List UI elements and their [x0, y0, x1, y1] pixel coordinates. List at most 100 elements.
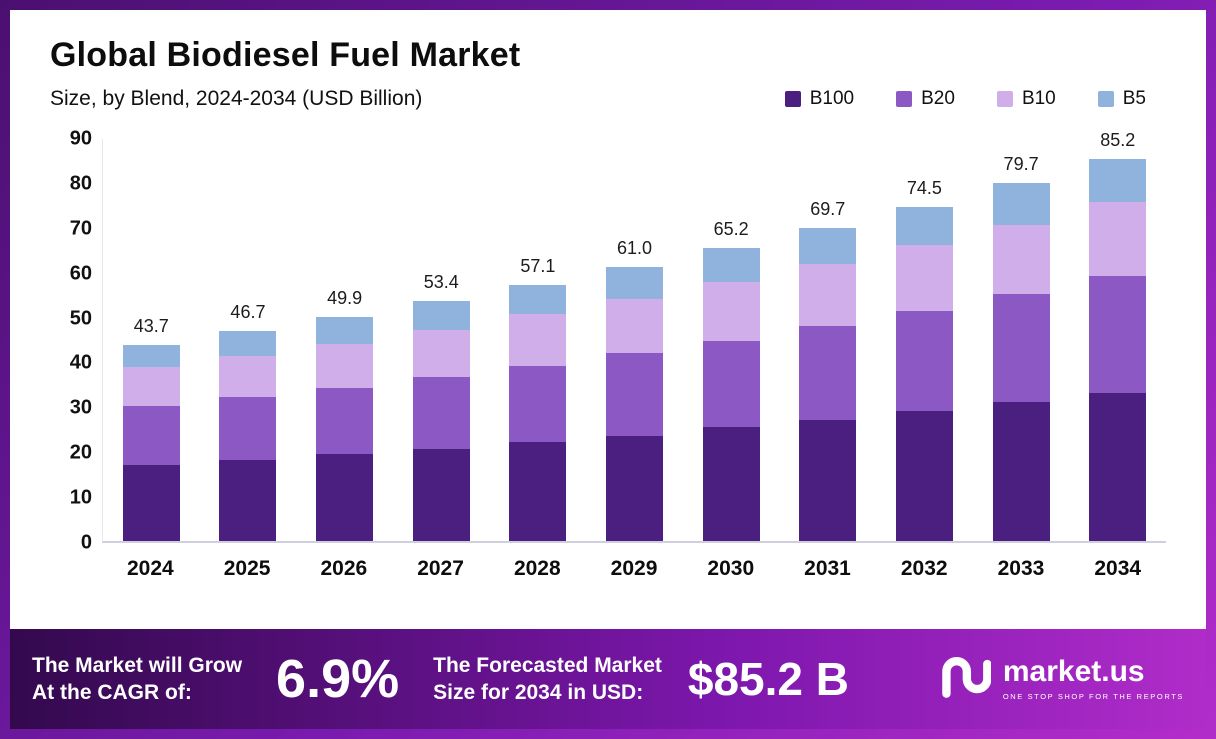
bar-segment-b10: [219, 356, 277, 398]
bar-group-2032: 74.5: [876, 139, 973, 541]
bar-total-label: 57.1: [520, 255, 556, 276]
bar-total-label: 79.7: [1003, 154, 1039, 175]
bar-group-2026: 49.9: [296, 139, 393, 541]
bar-segment-b100: [799, 419, 857, 541]
bar-segment-b5: [219, 331, 277, 357]
bar-segment-b20: [509, 365, 567, 443]
legend-item-b100: B100: [784, 88, 854, 110]
x-tick-label-2032: 2032: [900, 557, 948, 580]
brand-block: market.us ONE STOP SHOP FOR THE REPORTS: [939, 651, 1184, 708]
bar-group-2028: 57.1: [490, 139, 587, 541]
bar-segment-b100: [992, 401, 1050, 541]
bar-segment-b10: [316, 343, 374, 388]
bar-segment-b5: [895, 206, 953, 245]
cagr-label-line2: At the CAGR of:: [32, 681, 192, 704]
bar-segment-b10: [606, 298, 664, 353]
bar-segment-b100: [316, 454, 374, 541]
bar-segment-b10: [1089, 202, 1147, 277]
y-axis: 0 10 20 30 40 50 60 70 80 90: [50, 128, 102, 554]
bar-segment-b10: [509, 314, 567, 366]
bar-segment-b20: [799, 325, 857, 420]
bar-group-2024: 43.7: [103, 139, 200, 541]
bar-segment-b20: [122, 406, 180, 465]
cagr-value: 6.9%: [276, 649, 400, 709]
legend: B100 B20 B10 B5: [784, 88, 1166, 110]
y-tick-label: 60: [69, 262, 92, 285]
bar-segment-b100: [702, 427, 760, 541]
cagr-label-line1: The Market will Grow: [32, 653, 243, 677]
page-title: Global Biodiesel Fuel Market: [50, 36, 521, 74]
bar-stack: [895, 206, 953, 541]
bar-stack: [122, 344, 180, 541]
chart-card: Global Biodiesel Fuel Market Size, by Bl…: [10, 10, 1206, 629]
plot-area: 43.7 46.7 49.9 53.4 57.1 61.0 65.2 69.7 74.5 79.7…: [102, 130, 1166, 543]
bar-total-label: 74.5: [906, 177, 942, 198]
x-tick-label-2030: 2030: [707, 557, 755, 580]
bar-total-label: 46.7: [230, 302, 266, 323]
legend-swatch: [896, 91, 913, 107]
bar-segment-b20: [895, 310, 953, 411]
x-tick-label-2028: 2028: [513, 557, 561, 580]
forecast-label-line1: The Forecasted Market: [433, 653, 662, 677]
bar-stack: [606, 267, 664, 541]
bar-segment-b100: [1089, 392, 1147, 541]
legend-swatch: [996, 91, 1013, 107]
bar-total-label: 43.7: [133, 315, 169, 336]
subtitle-row: Size, by Blend, 2024-2034 (USD Billion) …: [50, 87, 1166, 111]
bar-total-label: 61.0: [616, 238, 653, 259]
bar-segment-b20: [412, 377, 470, 449]
bar-segment-b5: [412, 301, 470, 331]
bar-total-label: 53.4: [423, 272, 459, 293]
bar-segment-b100: [606, 435, 664, 541]
bar-segment-b5: [702, 248, 760, 282]
legend-item-b10: B10: [996, 88, 1056, 110]
brand-name: market.us: [1002, 655, 1145, 688]
cagr-label: The Market will Grow At the CAGR of:: [32, 652, 242, 707]
bar-segment-b10: [122, 367, 180, 407]
bar-segment-b5: [316, 317, 374, 344]
bar-stack: [509, 284, 567, 541]
bar-segment-b100: [509, 442, 567, 541]
legend-swatch: [784, 91, 801, 107]
bar-total-label: 85.2: [1100, 129, 1136, 150]
y-tick-label: 40: [69, 351, 92, 374]
legend-label: B20: [921, 88, 955, 109]
y-tick-label: 90: [69, 127, 92, 150]
forecast-label-line2: Size for 2034 in USD:: [433, 681, 644, 704]
bar-total-label: 65.2: [713, 219, 749, 240]
bar-group-2029: 61.0: [586, 139, 683, 541]
y-tick-label: 50: [69, 307, 92, 330]
bar-total-label: 69.7: [810, 199, 846, 220]
legend-label: B5: [1122, 88, 1146, 109]
bar-segment-b5: [799, 228, 857, 264]
bar-segment-b100: [412, 448, 470, 541]
bar-segment-b5: [509, 284, 567, 315]
x-tick-label-2031: 2031: [804, 557, 851, 580]
bar-group-2027: 53.4: [393, 139, 490, 541]
bar-segment-b20: [316, 387, 374, 455]
bar-segment-b10: [895, 244, 953, 311]
y-tick-label: 10: [69, 486, 92, 509]
y-tick-label: 0: [80, 531, 92, 554]
bar-segment-b10: [992, 224, 1050, 295]
bar-segment-b20: [219, 397, 277, 461]
bar-group-2025: 46.7: [200, 139, 297, 541]
bar-segment-b10: [799, 263, 857, 326]
bar-segment-b100: [895, 410, 953, 541]
y-tick-label: 80: [69, 172, 92, 195]
y-tick-label: 70: [69, 217, 92, 240]
x-tick-label-2033: 2033: [997, 557, 1045, 580]
legend-item-b5: B5: [1097, 88, 1146, 110]
bar-stack: [992, 183, 1050, 541]
forecast-label: The Forecasted Market Size for 2034 in U…: [433, 652, 662, 707]
legend-label: B10: [1021, 88, 1056, 109]
bar-stack: [316, 317, 374, 541]
legend-item-b20: B20: [896, 88, 955, 110]
x-tick-label-2029: 2029: [610, 557, 658, 580]
x-tick-label-2026: 2026: [320, 557, 368, 580]
y-tick-label: 20: [69, 441, 92, 464]
bar-group-2034: 85.2: [1069, 130, 1166, 541]
bar-segment-b20: [606, 352, 664, 436]
bar-stack: [219, 331, 277, 541]
